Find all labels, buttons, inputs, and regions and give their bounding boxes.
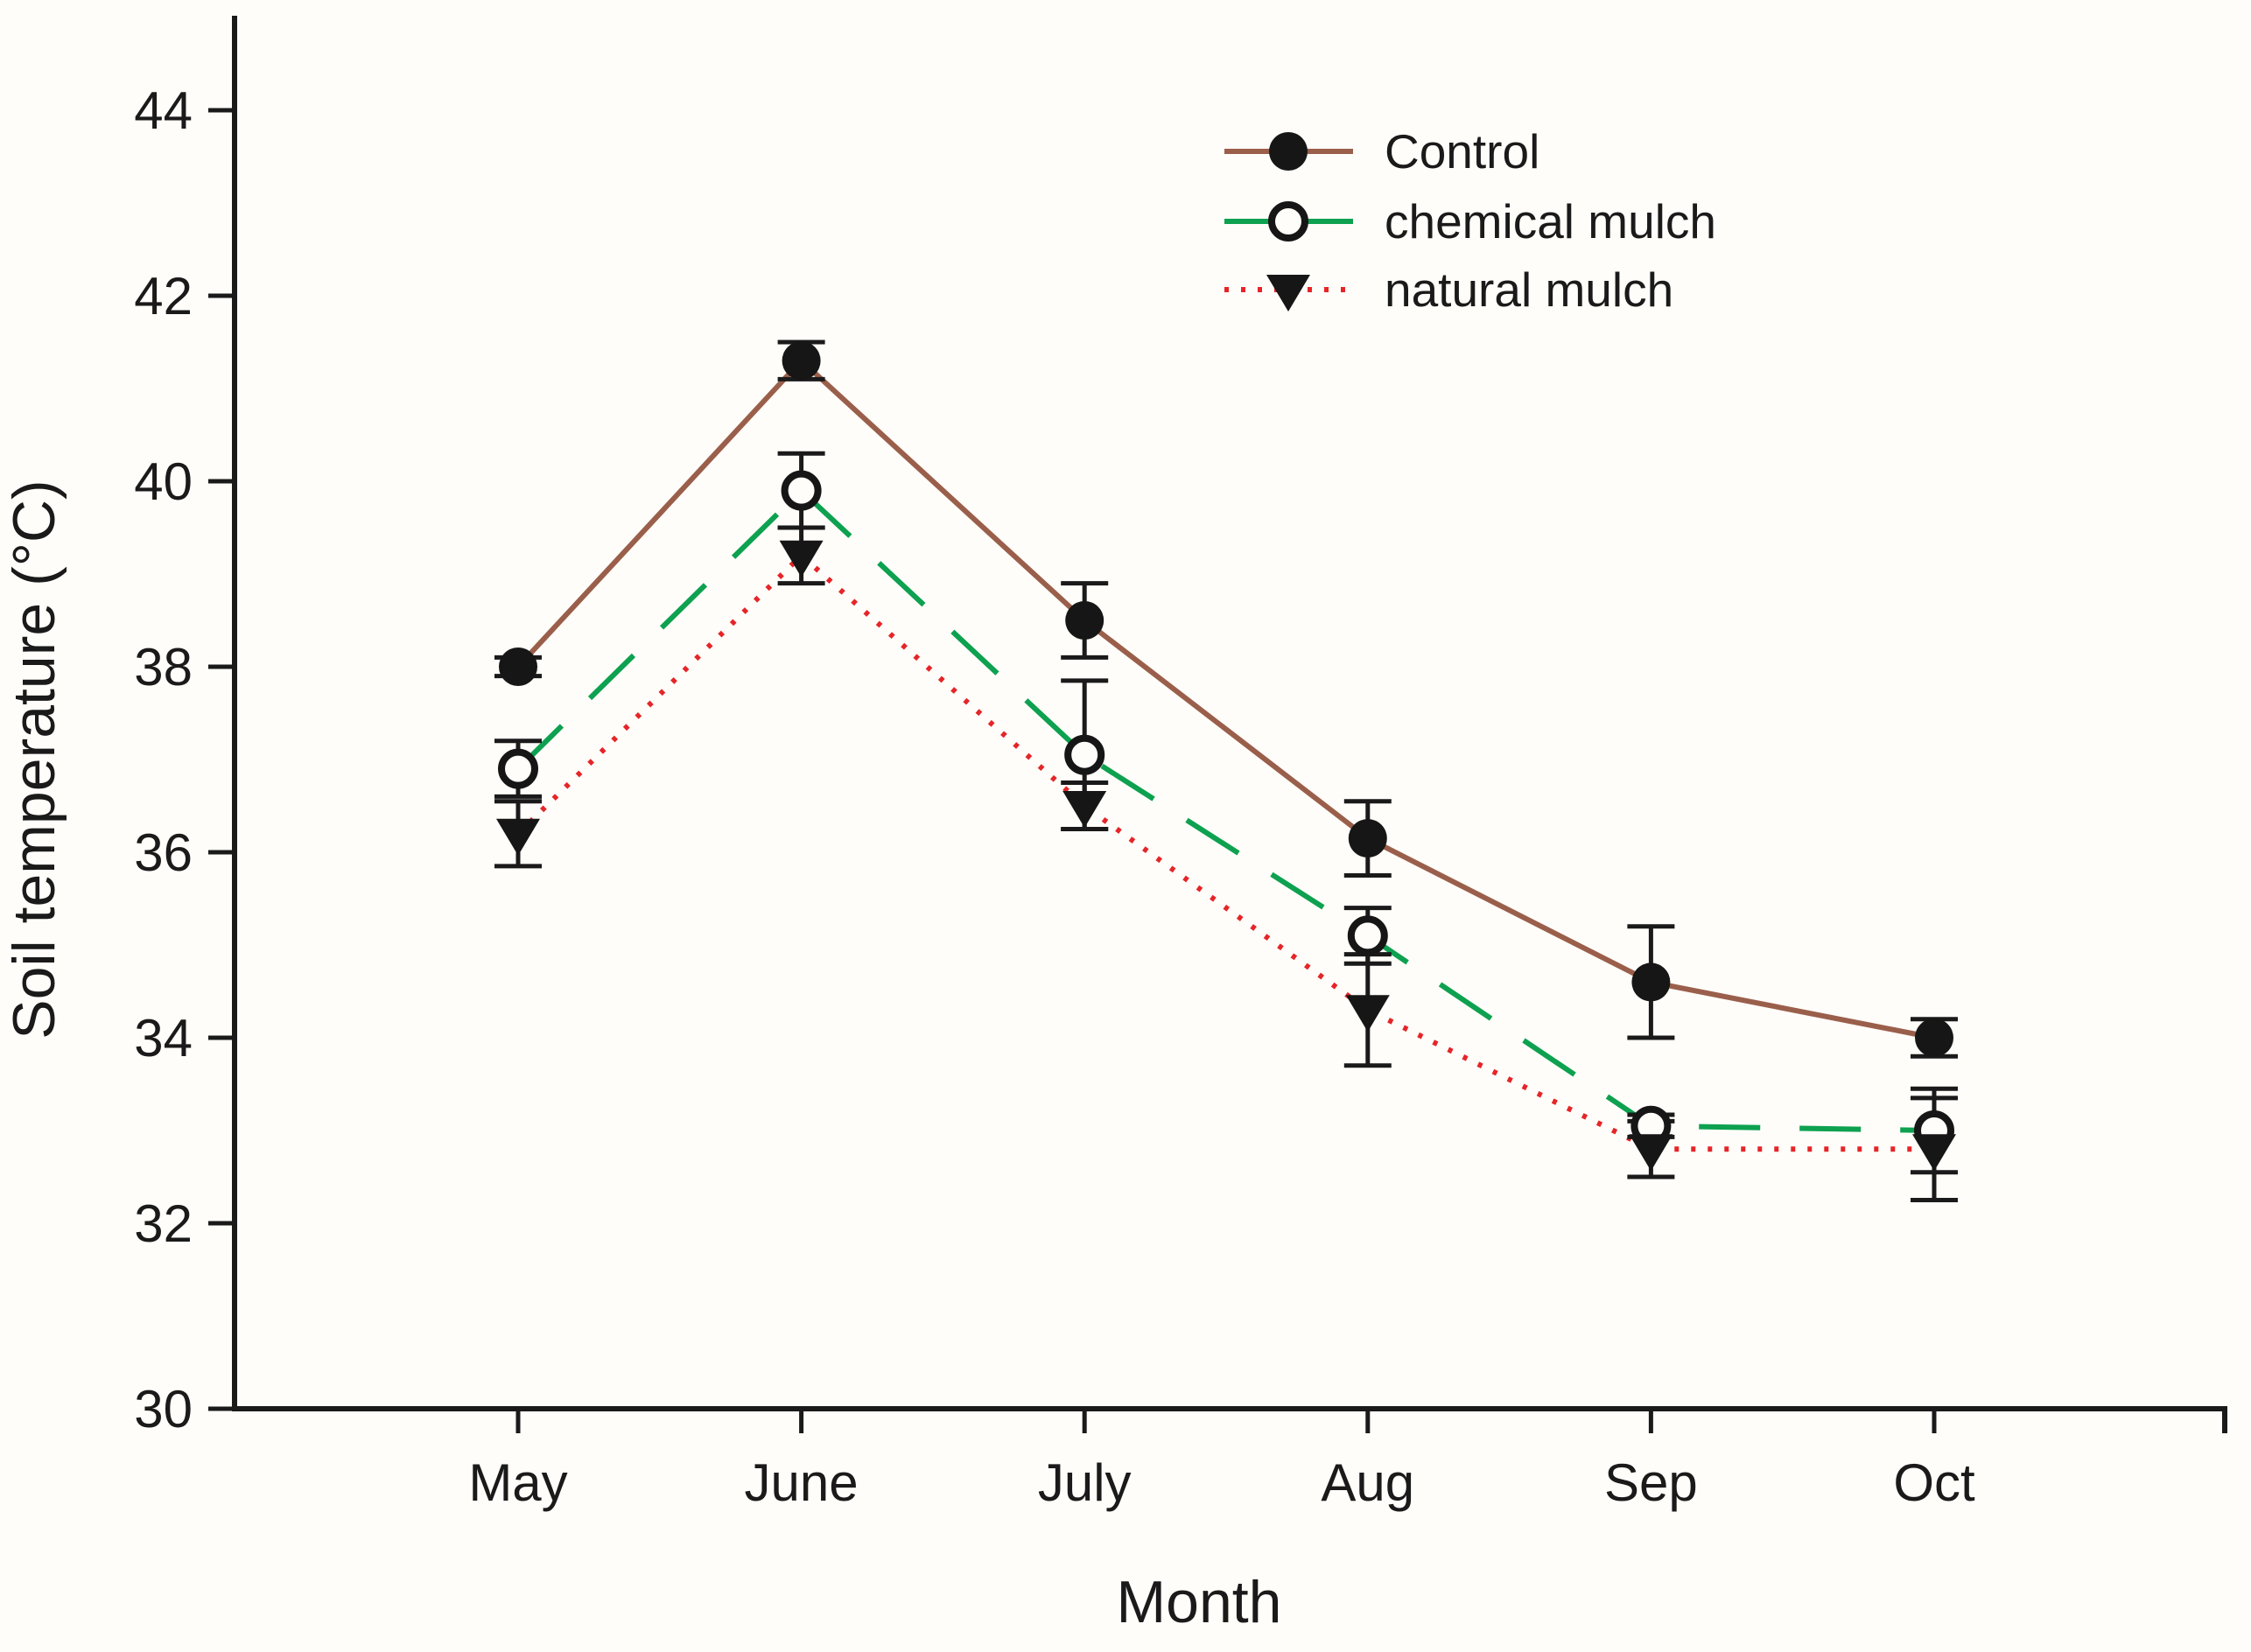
marker-open-circle: [498, 748, 538, 789]
legend-item-control: Control: [1224, 124, 1539, 178]
marker-open-circle: [781, 470, 822, 511]
legend-label: natural mulch: [1385, 262, 1673, 317]
marker-filled-triangle-down: [1266, 275, 1310, 312]
y-tick-label: 40: [134, 452, 193, 511]
x-tick-label: Aug: [1321, 1453, 1414, 1512]
marker-filled-circle: [1065, 601, 1104, 640]
legend-label: Control: [1385, 124, 1539, 178]
y-tick-label: 34: [134, 1009, 193, 1068]
y-tick-label: 38: [134, 638, 193, 696]
y-tick-label: 42: [134, 267, 193, 326]
y-tick-label: 32: [134, 1194, 193, 1253]
legend-item-chemical-mulch: chemical mulch: [1224, 194, 1716, 248]
marker-filled-circle: [499, 648, 537, 686]
marker-filled-circle: [1269, 132, 1308, 171]
x-axis-title: Month: [1117, 1569, 1282, 1635]
marker-filled-triangle-down: [1912, 1134, 1956, 1172]
plot-area: 30 32 34 36 38 40 42 44 May June July Aug Sep Oct: [134, 16, 2227, 1512]
y-tick-label: 36: [134, 823, 193, 882]
marker-filled-triangle-down: [1345, 995, 1390, 1032]
x-tick-label: Oct: [1893, 1453, 1975, 1512]
series-line-natural-mulch: [515, 551, 1934, 1152]
x-tick-label: Sep: [1604, 1453, 1698, 1512]
x-tick-label: June: [745, 1453, 859, 1512]
series-line-control: [515, 356, 1935, 1040]
marker-filled-triangle-down: [1629, 1134, 1673, 1172]
marker-filled-circle: [1348, 819, 1387, 858]
marker-filled-triangle-down: [779, 540, 824, 578]
marker-open-circle: [1347, 915, 1388, 956]
marker-filled-triangle-down: [1062, 791, 1107, 828]
marker-filled-circle: [1631, 962, 1671, 1002]
marker-open-circle: [1064, 734, 1105, 775]
axis-lines: [232, 16, 2227, 1433]
marker-filled-circle: [1915, 1018, 1953, 1057]
y-tick-label: 30: [134, 1380, 193, 1438]
marker-filled-triangle-down: [496, 818, 540, 856]
y-axis-title: Soil temperature (°C): [1, 480, 67, 1039]
marker-open-circle: [1268, 201, 1308, 242]
legend-item-natural-mulch: natural mulch: [1224, 262, 1673, 317]
x-tick-label: July: [1038, 1453, 1132, 1512]
y-tick-label: 44: [134, 81, 193, 140]
legend-label: chemical mulch: [1385, 194, 1716, 248]
series-line-chemical-mulch: [515, 486, 1935, 1133]
marker-filled-circle: [782, 341, 821, 381]
legend: Control chemical mulch natural mulch: [1224, 124, 1716, 317]
x-tick-label: May: [468, 1453, 567, 1512]
